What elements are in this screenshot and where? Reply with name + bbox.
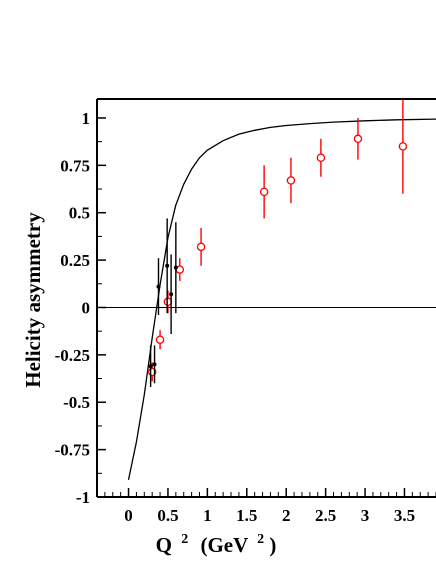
- y-axis-title: Helicity asymmetry: [21, 212, 45, 388]
- data-point-filled: [156, 284, 161, 289]
- data-point-open: [196, 242, 206, 252]
- y-tick-label: -0.5: [63, 393, 90, 412]
- data-point-filled: [173, 265, 178, 270]
- x-tick-label: 0.5: [157, 506, 178, 525]
- y-tick-label: -0.75: [55, 441, 90, 460]
- data-point-open: [259, 187, 269, 197]
- x-axis-title-unit-close: ): [269, 533, 276, 557]
- x-tick-label: 3: [361, 506, 370, 525]
- x-tick-label: 2: [282, 506, 291, 525]
- y-tick-label: 1: [82, 109, 91, 128]
- y-tick-label: 0: [82, 298, 91, 317]
- y-tick-label: 0.75: [60, 156, 90, 175]
- y-tick-label: 0.25: [60, 251, 90, 270]
- data-points-layer: [147, 99, 408, 388]
- x-tick-label: 3.5: [394, 506, 415, 525]
- data-point-open: [316, 153, 326, 163]
- x-axis-title-unit-open: (GeV: [200, 533, 248, 557]
- x-tick-label: 1.5: [236, 506, 257, 525]
- x-tick-label: 2.5: [315, 506, 336, 525]
- data-point-filled: [152, 362, 157, 367]
- y-tick-label: -1: [76, 488, 90, 507]
- data-point-open: [286, 176, 296, 185]
- y-tick-label: 0.5: [69, 204, 90, 223]
- data-point-open: [155, 335, 165, 344]
- data-point-filled: [165, 263, 170, 268]
- data-point-filled: [148, 364, 153, 369]
- x-axis-title-main: Q: [156, 533, 172, 557]
- data-point-open: [353, 134, 363, 144]
- data-point-filled: [169, 292, 174, 297]
- data-point-open: [398, 142, 408, 151]
- plot-frame: [96, 98, 436, 498]
- theory-curve-layer: [127, 118, 436, 481]
- x-axis-title: Q 2 (GeV 2 ): [156, 524, 277, 557]
- theory-curve: [127, 118, 436, 481]
- x-axis-title-exp: 2: [181, 532, 188, 547]
- x-tick-label: 1: [203, 506, 212, 525]
- x-tick-label: 0: [124, 506, 133, 525]
- x-axis-title-unit-exp: 2: [257, 532, 264, 547]
- y-tick-label: -0.25: [55, 346, 90, 365]
- axis-ticks-layer: 1 0.75 0.5 0.25 0 -0.25 -0.5 -0.75 -1 0 0.5 1 1.5 2 2.…: [55, 109, 436, 525]
